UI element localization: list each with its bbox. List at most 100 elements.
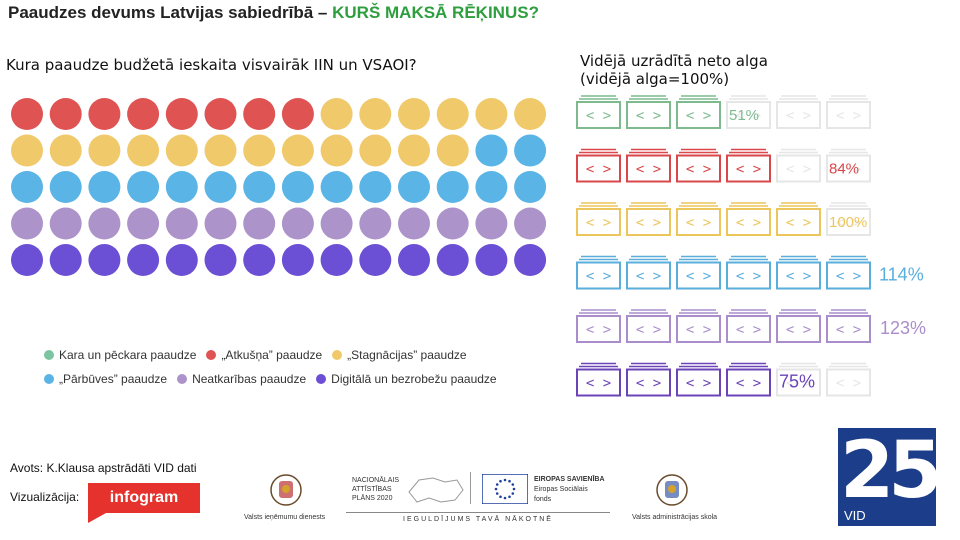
title-accent: KURŠ MAKSĀ RĒĶINUS? — [332, 3, 539, 22]
waffle-dot-stagnacijas — [320, 98, 353, 130]
salary-icon: < > — [676, 255, 721, 290]
vid-25-label: VID — [844, 508, 866, 523]
svg-text:< >: < > — [686, 162, 711, 178]
waffle-dot-stagnacijas — [436, 134, 469, 167]
waffle-dot-parbuves — [243, 171, 276, 203]
waffle-dot-neatkaribas — [359, 207, 392, 240]
eu-star-icon — [495, 492, 499, 495]
salary-icon: < > — [726, 202, 771, 236]
school-name: Valsts administrācijas skola — [632, 514, 718, 521]
waffle-dot-stagnacijas — [398, 134, 430, 167]
waffle-dot-atkusna — [165, 98, 198, 130]
waffle-dot-stagnacijas — [204, 134, 237, 167]
waffle-dot-atkusna — [281, 98, 314, 130]
legend-label: Neatkarības paaudze — [192, 372, 307, 386]
eu-star-icon — [495, 483, 499, 486]
salary-icon: < > — [776, 362, 821, 397]
nap-line2: ATTĪSTĪBAS — [352, 486, 392, 493]
waffle-dot-stagnacijas — [49, 134, 82, 167]
legend-swatch — [316, 374, 327, 384]
legend-swatch — [206, 350, 217, 360]
eu-star-icon — [503, 478, 507, 482]
waffle-dot-digitala — [514, 244, 547, 276]
title-prefix: Paaudzes devums Latvijas sabiedrībā – — [8, 3, 328, 22]
salary-icon: < > — [826, 309, 871, 343]
waffle-dot-stagnacijas — [436, 98, 469, 130]
eu-logo-text: EIROPAS SAVIENĪBA Eiropas Sociālais fond… — [534, 475, 605, 505]
waffle-dot-neatkaribas — [88, 207, 121, 240]
waffle-dot-neatkaribas — [243, 207, 276, 240]
svg-text:< >: < > — [586, 108, 611, 124]
svg-text:< >: < > — [786, 269, 811, 285]
eu-line3: fonds — [534, 496, 552, 503]
svg-text:< >: < > — [836, 162, 861, 178]
svg-text:< >: < > — [586, 269, 611, 285]
salary-icon: < > — [826, 95, 871, 129]
salary-heading-line1: Vidējā uzrādītā neto alga — [580, 52, 768, 70]
salary-value-label: 114% — [879, 265, 924, 285]
salary-icon: < > — [576, 309, 621, 343]
svg-text:< >: < > — [586, 215, 611, 231]
salary-icon: < > — [826, 148, 871, 183]
waffle-dot-parbuves — [359, 171, 392, 203]
waffle-dot-stagnacijas — [359, 134, 392, 167]
legend-row: „Pārbūves” paaudze Neatkarības paaudze Dig… — [44, 372, 544, 386]
waffle-dot-parbuves — [398, 171, 430, 203]
waffle-dot-neatkaribas — [475, 207, 508, 240]
eu-line2: Eiropas Sociālais — [534, 486, 588, 493]
eu-star-icon — [511, 492, 515, 495]
legend-item-atkusna: „Atkušņa” paaudze — [206, 348, 322, 362]
waffle-chart — [11, 98, 547, 276]
svg-text:< >: < > — [636, 108, 661, 124]
vid-25-number: 25 — [840, 426, 943, 516]
waffle-dot-neatkaribas — [514, 207, 547, 240]
waffle-dot-neatkaribas — [11, 207, 43, 240]
svg-text:< >: < > — [686, 215, 711, 231]
eu-star-icon — [511, 483, 515, 486]
waffle-dot-digitala — [243, 244, 276, 276]
svg-text:< >: < > — [836, 108, 861, 124]
nap-logo-text: NACIONĀLAIS ATTĪSTĪBAS PLĀNS 2020 — [352, 476, 399, 503]
waffle-dot-parbuves — [165, 171, 198, 203]
salary-icon: < > — [626, 95, 671, 129]
svg-text:< >: < > — [736, 108, 761, 124]
salary-icon: < > — [726, 148, 771, 183]
legend-item-parbuves: „Pārbūves” paaudze — [44, 372, 167, 386]
waffle-dot-stagnacijas — [359, 98, 392, 130]
salary-heading: Vidējā uzrādītā neto alga (vidējā alga=1… — [580, 52, 768, 88]
waffle-dot-digitala — [49, 244, 82, 276]
waffle-dot-atkusna — [127, 98, 160, 130]
waffle-dot-parbuves — [475, 134, 508, 167]
legend-swatch — [332, 350, 343, 360]
waffle-dot-digitala — [281, 244, 314, 276]
salary-icon: < > — [676, 362, 721, 397]
salary-icon: < > — [676, 148, 721, 183]
waffle-dot-neatkaribas — [436, 207, 469, 240]
eu-star-icon — [508, 479, 511, 483]
svg-text:< >: < > — [736, 269, 761, 285]
svg-text:< >: < > — [836, 215, 861, 231]
nap-line3: PLĀNS 2020 — [352, 495, 393, 502]
salary-icon: < > — [626, 202, 671, 236]
salary-icon: < > — [776, 95, 821, 129]
svg-text:< >: < > — [686, 376, 711, 392]
waffle-dot-digitala — [436, 244, 469, 276]
school-coat-of-arms-icon — [656, 474, 688, 506]
waffle-dot-stagnacijas — [243, 134, 276, 167]
legend-label: „Pārbūves” paaudze — [59, 372, 168, 386]
legend-item-neatkaribas: Neatkarības paaudze — [177, 372, 306, 386]
salary-heading-line2: (vidējā alga=100%) — [580, 70, 730, 88]
waffle-dot-stagnacijas — [514, 98, 547, 130]
salary-pictogram-chart: < > < > < > < > < > < >51%< > < > < > < > < > < >8… — [576, 95, 926, 397]
salary-icon: < > — [726, 309, 771, 343]
waffle-dot-parbuves — [204, 171, 237, 203]
waffle-dot-stagnacijas — [281, 134, 314, 167]
salary-icon: < > — [726, 255, 771, 290]
svg-text:< >: < > — [786, 108, 811, 124]
eu-star-icon — [494, 487, 498, 491]
latvia-map-icon — [408, 477, 464, 503]
waffle-dot-neatkaribas — [49, 207, 82, 240]
waffle-dot-digitala — [204, 244, 237, 276]
svg-text:< >: < > — [636, 162, 661, 178]
waffle-dot-atkusna — [11, 98, 43, 130]
